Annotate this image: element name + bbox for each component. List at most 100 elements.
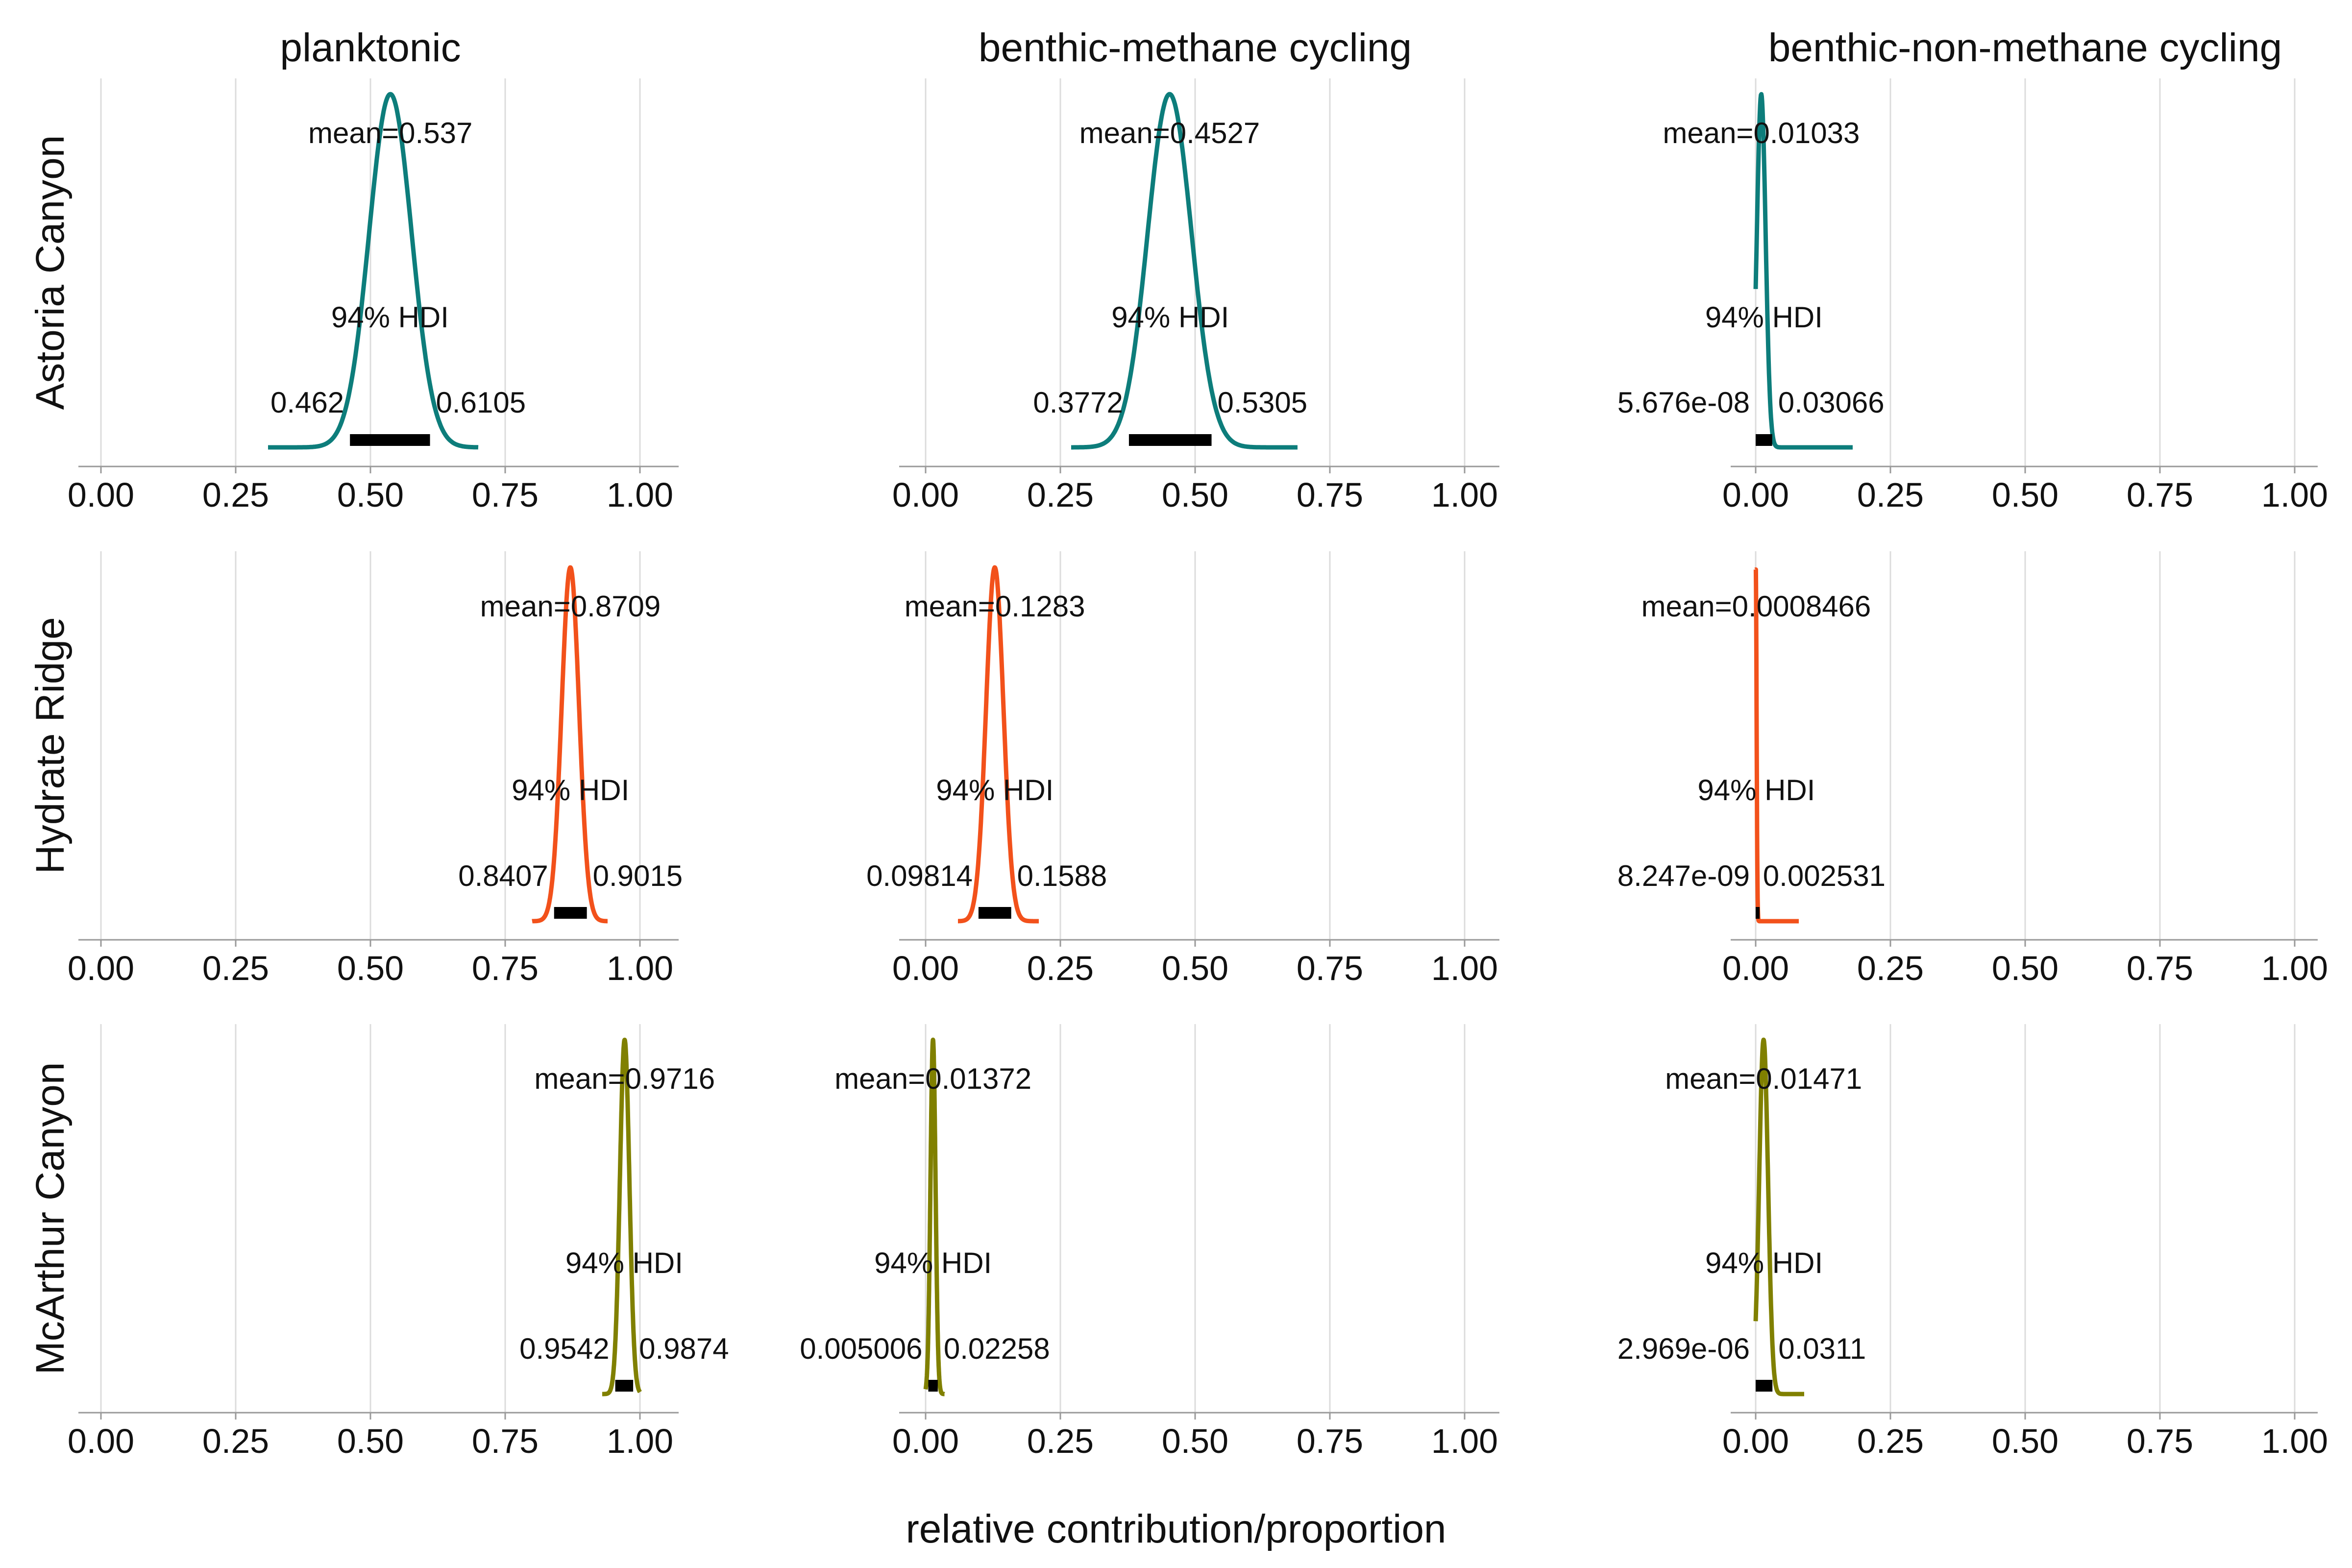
x-tick-label: 1.00: [607, 1422, 673, 1460]
x-tick-label: 0.50: [337, 476, 404, 514]
panel-hydrate-ridge-benthic-methane-cycling: 0.00 0.25 0.50 0.75 1.00 mean=0.1283 94% HDI 0.…: [866, 551, 1499, 987]
density-curve: [1753, 1037, 1807, 1396]
hdi-low-label: 0.005006: [800, 1332, 922, 1365]
x-tick-label: 0.50: [337, 949, 404, 987]
panel-mcarthur-canyon-benthic-methane-cycling: 0.00 0.25 0.50 0.75 1.00 mean=0.01372 94% HDI 0…: [800, 1024, 1499, 1460]
x-tick-label: 1.00: [1431, 1422, 1498, 1460]
panel-astoria-canyon-benthic-methane-cycling: 0.00 0.25 0.50 0.75 1.00 mean=0.4527 94% HDI 0.…: [892, 78, 1499, 514]
x-tick-label: 0.00: [892, 476, 959, 514]
hdi-high-label: 0.002531: [1763, 859, 1886, 892]
x-tick-label: 0.00: [68, 476, 134, 514]
column-title-benthic-methane-cycling: benthic-methane cycling: [979, 25, 1412, 70]
hdi-low-label: 0.3772: [1033, 386, 1123, 419]
row-title-mcarthur-canyon: McArthur Canyon: [28, 1062, 73, 1374]
hdi-low-label: 5.676e-08: [1617, 386, 1750, 419]
hdi-bar: [350, 434, 430, 446]
hdi-bar: [1756, 907, 1760, 919]
density-curve: [1753, 92, 1855, 450]
mean-label: mean=0.01471: [1665, 1062, 1862, 1095]
mean-label: mean=0.01033: [1663, 117, 1860, 149]
column-title-planktonic: planktonic: [280, 25, 461, 70]
x-tick-label: 0.00: [68, 949, 134, 987]
x-tick-label: 0.50: [1162, 476, 1228, 514]
mean-label: mean=0.1283: [905, 590, 1085, 623]
hdi-label: 94% HDI: [874, 1247, 992, 1279]
x-tick-label: 0.75: [472, 476, 539, 514]
x-tick-label: 1.00: [1431, 949, 1498, 987]
row-title-hydrate-ridge: Hydrate Ridge: [28, 617, 73, 874]
hdi-low-label: 0.462: [270, 386, 344, 419]
x-tick-label: 0.50: [337, 1422, 404, 1460]
hdi-low-label: 8.247e-09: [1617, 859, 1750, 892]
mean-label: mean=0.0008466: [1642, 590, 1871, 623]
x-tick-label: 0.75: [1297, 949, 1363, 987]
hdi-high-label: 0.03066: [1778, 386, 1885, 419]
x-tick-label: 0.75: [2127, 949, 2193, 987]
density-curve: [923, 1037, 947, 1396]
x-tick-label: 0.75: [472, 949, 539, 987]
x-tick-label: 1.00: [2261, 1422, 2328, 1460]
x-tick-label: 0.75: [1297, 476, 1363, 514]
x-tick-label: 0.25: [1857, 1422, 1924, 1460]
panels-layer: 0.00 0.25 0.50 0.75 1.00 mean=0.537 94% HDI 0.4…: [68, 78, 2328, 1460]
x-tick-label: 0.50: [1992, 949, 2058, 987]
mean-label: mean=0.9716: [534, 1062, 715, 1095]
density-curve: [600, 1037, 642, 1396]
x-tick-label: 0.75: [2127, 1422, 2193, 1460]
density-curve: [530, 565, 610, 924]
x-tick-label: 1.00: [2261, 949, 2328, 987]
x-tick-label: 0.50: [1162, 1422, 1228, 1460]
x-tick-label: 0.25: [202, 476, 269, 514]
labels-layer: planktonic benthic-methane cycling benthic…: [28, 25, 2282, 1551]
density-curve: [267, 92, 480, 450]
hdi-bar: [978, 907, 1011, 919]
hdi-high-label: 0.6105: [436, 386, 526, 419]
hdi-high-label: 0.5305: [1218, 386, 1308, 419]
hdi-high-label: 0.9015: [593, 859, 683, 892]
hdi-label: 94% HDI: [1111, 301, 1229, 334]
mean-label: mean=0.537: [308, 117, 472, 149]
panel-mcarthur-canyon-planktonic: 0.00 0.25 0.50 0.75 1.00 mean=0.9716 94% HDI 0.…: [68, 1024, 729, 1460]
column-title-benthic-non-methane-cycling: benthic-non-methane cycling: [1768, 25, 2282, 70]
x-tick-label: 0.25: [1027, 1422, 1094, 1460]
hdi-bar: [928, 1380, 938, 1392]
hdi-label: 94% HDI: [936, 774, 1054, 807]
panel-hydrate-ridge-planktonic: 0.00 0.25 0.50 0.75 1.00 mean=0.8709 94% HDI 0.…: [68, 551, 683, 987]
x-tick-label: 0.00: [1722, 476, 1789, 514]
hdi-label: 94% HDI: [1705, 301, 1823, 334]
x-tick-label: 1.00: [1431, 476, 1498, 514]
panel-astoria-canyon-planktonic: 0.00 0.25 0.50 0.75 1.00 mean=0.537 94% HDI 0.4…: [68, 78, 679, 514]
x-tick-label: 0.00: [892, 1422, 959, 1460]
x-tick-label: 0.75: [2127, 476, 2193, 514]
x-tick-label: 0.25: [1857, 949, 1924, 987]
mean-label: mean=0.01372: [834, 1062, 1031, 1095]
mean-label: mean=0.8709: [480, 590, 661, 623]
x-tick-label: 1.00: [607, 949, 673, 987]
density-curve: [1753, 567, 1801, 924]
hdi-high-label: 0.02258: [944, 1332, 1050, 1365]
x-tick-label: 0.75: [1297, 1422, 1363, 1460]
hdi-low-label: 2.969e-06: [1617, 1332, 1750, 1365]
hdi-high-label: 0.0311: [1778, 1332, 1866, 1365]
hdi-label: 94% HDI: [1705, 1247, 1823, 1279]
mean-label: mean=0.4527: [1079, 117, 1260, 149]
hdi-bar: [554, 907, 587, 919]
hdi-label: 94% HDI: [331, 301, 449, 334]
x-tick-label: 1.00: [2261, 476, 2328, 514]
hdi-low-label: 0.8407: [458, 859, 548, 892]
x-tick-label: 0.00: [68, 1422, 134, 1460]
x-tick-label: 0.75: [472, 1422, 539, 1460]
x-tick-label: 0.00: [1722, 1422, 1789, 1460]
x-axis-label: relative contribution/proportion: [906, 1507, 1446, 1551]
x-tick-label: 0.25: [1857, 476, 1924, 514]
x-tick-label: 0.25: [1027, 476, 1094, 514]
x-tick-label: 0.50: [1992, 1422, 2058, 1460]
panel-astoria-canyon-benthic-non-methane-cycling: 0.00 0.25 0.50 0.75 1.00 mean=0.01033 94% HDI 5…: [1617, 78, 2328, 514]
hdi-low-label: 0.9542: [519, 1332, 610, 1365]
x-tick-label: 1.00: [607, 476, 673, 514]
x-tick-label: 0.25: [202, 949, 269, 987]
x-tick-label: 0.25: [1027, 949, 1094, 987]
hdi-bar: [1756, 434, 1772, 446]
x-tick-label: 0.50: [1162, 949, 1228, 987]
hdi-label: 94% HDI: [512, 774, 629, 807]
